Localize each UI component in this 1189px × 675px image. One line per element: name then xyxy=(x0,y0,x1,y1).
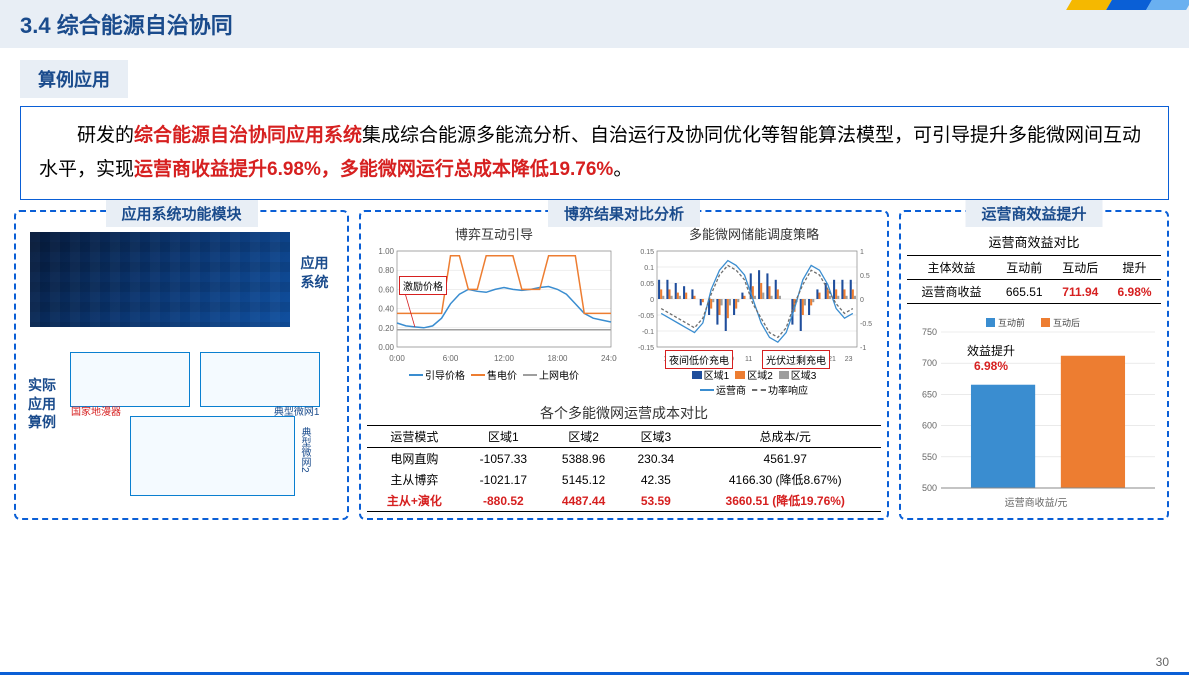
eff-table: 主体效益互动前互动后提升运营商收益665.51711.946.98% xyxy=(907,255,1161,304)
svg-text:0.05: 0.05 xyxy=(640,281,654,288)
sketch-3: 典型微网2 xyxy=(130,416,295,496)
panel-operator-benefit: 运营商效益提升 运营商效益对比 主体效益互动前互动后提升运营商收益665.517… xyxy=(899,210,1169,520)
sketch-2: 典型微网1 xyxy=(200,352,320,407)
svg-text:互动前: 互动前 xyxy=(998,317,1025,328)
svg-text:11: 11 xyxy=(745,356,752,363)
panel-modules: 应用系统功能模块 应用系统 实际应用算例 国家地漫器 典型微网1 典型微网2 xyxy=(14,210,349,520)
svg-text:-0.15: -0.15 xyxy=(638,345,654,352)
chart-storage-dispatch: 多能微网储能调度策略 -0.15 -0.1 -0.05 0 0.05 0.1 0.15 -1 -… xyxy=(627,224,881,397)
bar-note-value: 6.98% xyxy=(974,359,1008,373)
svg-text:0:00: 0:00 xyxy=(389,354,405,363)
chart1-svg: 0.00 0.20 0.40 0.60 0.80 1.00 0:00 6:00 12:00 18:… xyxy=(367,245,617,365)
chart1-legend: 引导价格售电价上网电价 xyxy=(367,367,621,382)
chart2-title: 多能微网储能调度策略 xyxy=(627,224,881,243)
chart2-svg: -0.15-0.1-0.0500.050.10.15-1-0.500.51135… xyxy=(627,245,877,365)
bar-chart-svg: 500 550 600 650 700 750 互动前 互动后运营商收益/元 xyxy=(907,312,1165,512)
page-number: 30 xyxy=(1156,655,1169,669)
svg-text:1: 1 xyxy=(860,249,864,256)
panel2-title: 博弈结果对比分析 xyxy=(548,200,700,227)
intro-t3: 。 xyxy=(613,159,632,180)
system-screenshot xyxy=(30,232,290,327)
case-sketches: 国家地漫器 典型微网1 典型微网2 xyxy=(70,352,330,501)
svg-text:1.00: 1.00 xyxy=(378,247,394,256)
section-title: 综合能源自治协同 xyxy=(57,13,233,38)
benefit-bar-chart: 500 550 600 650 700 750 互动前 互动后运营商收益/元 效益提升 6.9… xyxy=(907,312,1161,512)
svg-text:18:00: 18:00 xyxy=(547,354,568,363)
chart2-legend: 区域1区域2区域3运营商功率响应 xyxy=(627,367,881,397)
svg-text:600: 600 xyxy=(922,421,937,431)
bar-note-text: 效益提升 xyxy=(967,344,1015,358)
svg-text:-0.05: -0.05 xyxy=(638,313,654,320)
chart2-callout1: 夜间低价充电 xyxy=(665,350,733,369)
intro-em2: 运营商收益提升6.98%，多能微网运行总成本降低19.76% xyxy=(134,159,613,180)
svg-text:0.60: 0.60 xyxy=(378,286,394,295)
sketch3-label: 典型微网2 xyxy=(297,427,312,473)
svg-text:互动后: 互动后 xyxy=(1053,318,1080,328)
panel-game-analysis: 博弈结果对比分析 博弈互动引导 0.000.200.400.600.801.00… xyxy=(359,210,889,520)
svg-text:650: 650 xyxy=(922,390,937,400)
svg-text:0: 0 xyxy=(650,297,654,304)
svg-text:0.00: 0.00 xyxy=(378,343,394,352)
svg-text:6:00: 6:00 xyxy=(443,354,459,363)
svg-text:750: 750 xyxy=(922,327,937,337)
panel1-title: 应用系统功能模块 xyxy=(105,200,257,227)
cost-table-title: 各个多能微网运营成本对比 xyxy=(367,403,881,423)
cost-table: 运营模式区域1区域2区域3总成本/元电网直购-1057.335388.96230… xyxy=(367,425,881,512)
sketch1-label: 国家地漫器 xyxy=(71,403,121,418)
svg-text:0.1: 0.1 xyxy=(644,265,654,272)
label-case: 实际应用算例 xyxy=(22,376,62,431)
label-app-system: 应用系统 xyxy=(294,254,334,290)
sketch-1: 国家地漫器 xyxy=(70,352,190,407)
panel3-title: 运营商效益提升 xyxy=(965,200,1102,227)
svg-text:0: 0 xyxy=(860,297,864,304)
intro-em1: 综合能源自治协同应用系统 xyxy=(134,125,362,146)
chart1-title: 博弈互动引导 xyxy=(367,224,621,243)
subheader: 算例应用 xyxy=(20,60,128,98)
svg-text:23: 23 xyxy=(845,356,853,363)
svg-text:0.20: 0.20 xyxy=(378,324,394,333)
svg-text:运营商收益/元: 运营商收益/元 xyxy=(1005,496,1068,509)
svg-text:0.15: 0.15 xyxy=(640,249,654,256)
svg-text:12:00: 12:00 xyxy=(494,354,515,363)
chart2-callout2: 光伏过剩充电 xyxy=(762,350,830,369)
svg-text:-1: -1 xyxy=(860,345,866,352)
eff-table-title: 运营商效益对比 xyxy=(907,232,1161,251)
svg-text:550: 550 xyxy=(922,452,937,462)
chart-game-guide: 博弈互动引导 0.00 0.20 0.40 0.60 0.80 1.00 0:00 6:00 1… xyxy=(367,224,621,397)
decorative-stripes xyxy=(1069,0,1189,40)
section-number: 3.4 xyxy=(20,13,51,38)
bar-note: 效益提升 6.98% xyxy=(967,342,1015,373)
svg-text:0.80: 0.80 xyxy=(378,267,394,276)
section-header: 3.4 综合能源自治协同 xyxy=(0,0,1189,48)
svg-text:700: 700 xyxy=(922,359,937,369)
chart1-callout: 激励价格 xyxy=(399,276,447,295)
svg-text:0.40: 0.40 xyxy=(378,305,394,314)
svg-text:0.5: 0.5 xyxy=(860,273,870,280)
svg-text:-0.5: -0.5 xyxy=(860,321,872,328)
intro-t1: 研发的 xyxy=(77,125,134,146)
intro-text: 研发的综合能源自治协同应用系统集成综合能源多能流分析、自治运行及协同优化等智能算… xyxy=(20,106,1169,200)
svg-text:24:00: 24:00 xyxy=(601,354,617,363)
svg-text:-0.1: -0.1 xyxy=(642,329,654,336)
svg-text:500: 500 xyxy=(922,483,937,493)
